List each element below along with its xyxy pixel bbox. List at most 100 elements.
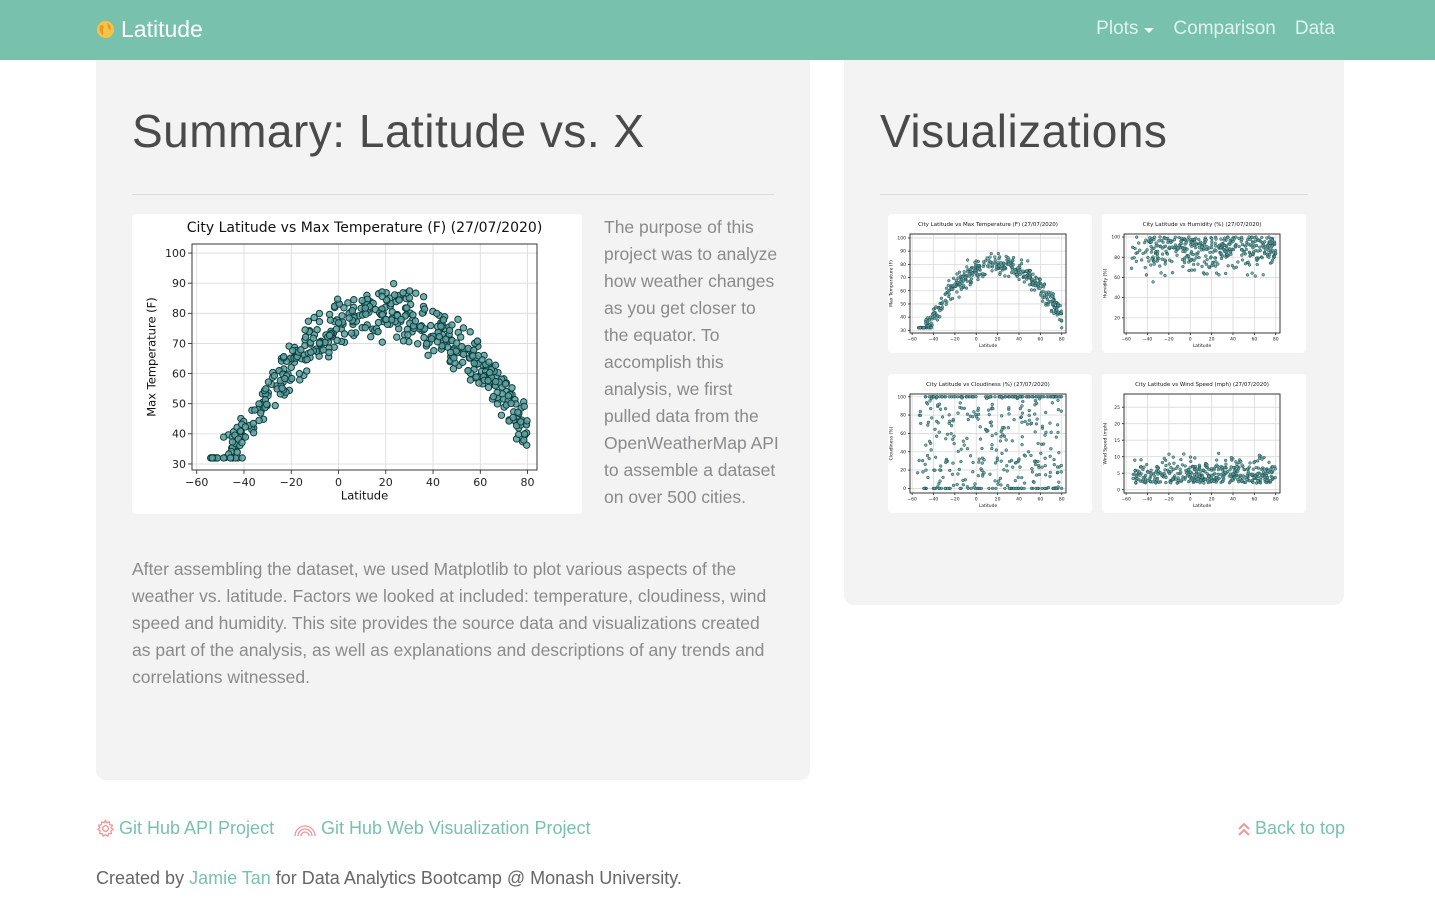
rainbow-icon [294, 825, 316, 837]
back-to-top-link[interactable]: Back to top [1237, 818, 1345, 839]
nav-data[interactable]: Data [1295, 18, 1335, 40]
scatter-point [1025, 422, 1030, 426]
scatter-point [1050, 401, 1055, 405]
scatter-point [1192, 473, 1197, 477]
scatter-point [1006, 426, 1011, 430]
scatter-point [1150, 257, 1154, 261]
scatter-point [1134, 480, 1138, 485]
x-tick-label: −20 [1164, 337, 1174, 343]
scatter-point [1043, 433, 1047, 437]
scatter-point [508, 384, 516, 392]
scatter-point [1007, 412, 1011, 416]
nav-comparison[interactable]: Comparison [1173, 18, 1275, 40]
scatter-point [287, 363, 295, 372]
thumb-wind-speed[interactable]: City Latitude vs Wind Speed (mph) (27/07… [1102, 374, 1306, 513]
scatter-point [1144, 273, 1149, 277]
scatter-point [947, 413, 951, 417]
x-tick-label: 20 [995, 337, 1001, 343]
scatter-point [449, 365, 458, 373]
scatter-point [943, 298, 948, 302]
thumb-temperature[interactable]: City Latitude vs Max Temperature (F) (27… [888, 214, 1092, 353]
scatter-point [1003, 395, 1008, 399]
scatter-point [1054, 486, 1058, 491]
scatter-point [1234, 265, 1238, 269]
scatter-point [961, 478, 965, 483]
scatter-point [1202, 243, 1207, 247]
scatter-point [1231, 472, 1235, 476]
y-tick-label: 60 [900, 288, 906, 294]
scatter-point [1156, 249, 1160, 254]
back-to-top-label: Back to top [1254, 818, 1345, 838]
chart-title: City Latitude vs Cloudiness (%) (27/07/2… [926, 382, 1050, 388]
scatter-point [955, 272, 959, 276]
scatter-point [938, 309, 942, 313]
scatter-point [1155, 259, 1159, 263]
scatter-point [960, 406, 964, 410]
scatter-point [1263, 476, 1267, 480]
scatter-point [1233, 244, 1238, 248]
scatter-point [976, 417, 980, 421]
scatter-point [1048, 454, 1052, 458]
scatter-point [1197, 245, 1201, 249]
scatter-point [1266, 469, 1270, 473]
x-tick-label: −60 [907, 497, 917, 503]
nav-plots-dropdown[interactable]: Plots [1096, 18, 1155, 40]
scatter-point [270, 372, 279, 380]
github-web-viz-link[interactable]: Git Hub Web Visualization Project [293, 818, 590, 839]
scatter-point [1175, 481, 1179, 485]
scatter-point [1214, 237, 1218, 241]
scatter-point [442, 335, 450, 343]
thumb-cloudiness[interactable]: City Latitude vs Cloudiness (%) (27/07/2… [888, 374, 1092, 513]
scatter-point [937, 402, 942, 406]
x-tick-label: −40 [929, 337, 939, 343]
scatter-point [976, 259, 980, 264]
scatter-point [466, 376, 475, 384]
scatter-point [999, 260, 1003, 264]
scatter-point [493, 400, 502, 408]
scatter-point [1140, 258, 1144, 262]
thumb-humidity[interactable]: City Latitude vs Humidity (%) (27/07/202… [1102, 214, 1306, 353]
scatter-point [1037, 472, 1041, 477]
scatter-point [948, 419, 952, 423]
scatter-point [1000, 263, 1004, 268]
y-tick-label: 40 [900, 315, 906, 321]
scatter-point [926, 475, 930, 480]
scatter-point [1219, 473, 1223, 477]
brand-link[interactable]: Latitude [96, 14, 203, 44]
scatter-point [1213, 241, 1217, 245]
scatter-point [1217, 476, 1221, 481]
scatter-point [1038, 286, 1042, 290]
scatter-point [1017, 268, 1021, 273]
scatter-point [1212, 479, 1216, 484]
scatter-point [1052, 311, 1056, 315]
author-link[interactable]: Jamie Tan [189, 868, 271, 888]
scatter-point [981, 474, 985, 478]
scatter-point [1003, 274, 1007, 278]
x-tick-label: 60 [473, 476, 487, 489]
scatter-point [1223, 236, 1227, 240]
scatter-point [1154, 244, 1158, 248]
scatter-point [999, 459, 1003, 463]
x-tick-label: −40 [929, 497, 939, 503]
scatter-point [941, 475, 945, 479]
scatter-point [1210, 239, 1214, 244]
scatter-point [1150, 236, 1154, 240]
x-tick-label: −20 [1164, 497, 1174, 503]
scatter-point [1019, 486, 1024, 490]
scatter-point [1186, 254, 1191, 258]
scatter-point [976, 263, 981, 268]
scatter-point [459, 324, 468, 332]
scatter-point [517, 418, 525, 426]
y-tick-label: 100 [1111, 235, 1120, 241]
scatter-point [1271, 465, 1275, 469]
scatter-point [969, 486, 973, 491]
scatter-point [1030, 277, 1034, 281]
x-tick-label: −60 [1121, 497, 1131, 503]
github-api-link[interactable]: Git Hub API Project [96, 818, 274, 839]
scatter-point [1059, 409, 1063, 413]
scatter-point [985, 256, 989, 260]
x-tick-label: −60 [1121, 337, 1131, 343]
y-axis-label: Humidity (%) [1102, 268, 1108, 298]
scatter-point [1240, 253, 1244, 257]
scatter-point [1003, 265, 1007, 270]
